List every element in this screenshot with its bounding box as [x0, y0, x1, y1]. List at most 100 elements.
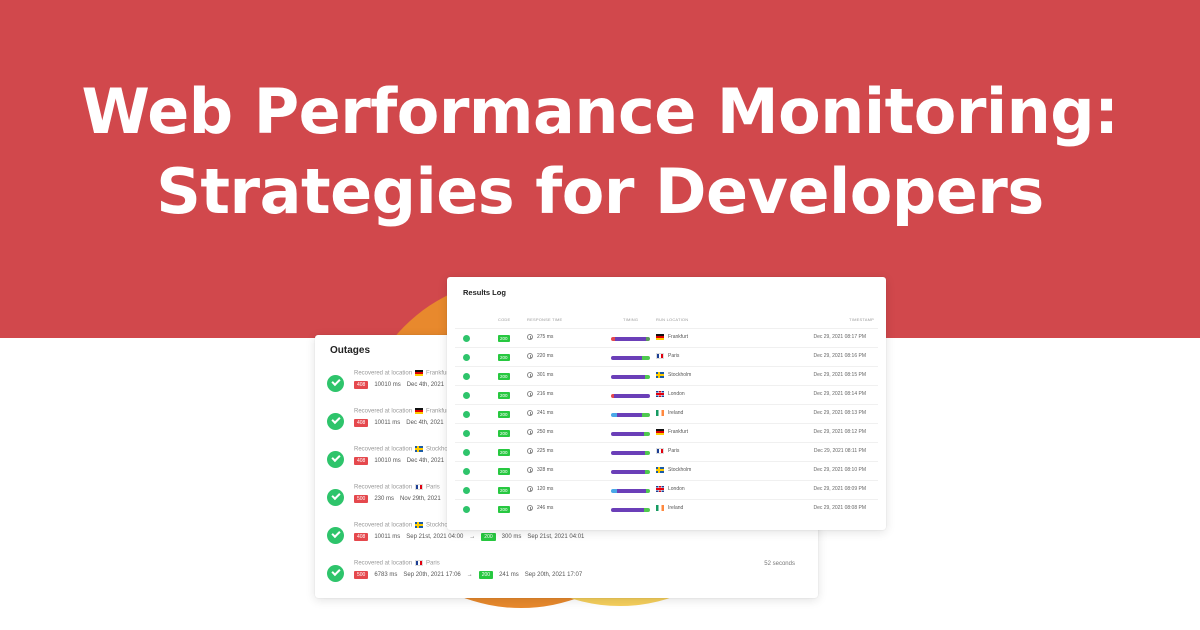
- outage-item[interactable]: Recovered at location Frankfurt 408 10011 m…: [327, 406, 807, 444]
- location-name: Paris: [426, 484, 440, 491]
- failure-date: Dec 4th, 2021: [406, 382, 445, 388]
- error-code-badge: 500: [354, 571, 369, 579]
- timing-segment: [611, 413, 617, 417]
- table-row[interactable]: 200 216 ms London Dec 29, 2021 08:14 PM: [455, 385, 878, 404]
- response-time-value: 275 ms: [537, 334, 554, 340]
- run-location: Frankfurt: [656, 429, 688, 435]
- table-row[interactable]: 200 275 ms Frankfurt Dec 29, 2021 08:17 PM: [455, 328, 878, 347]
- recovered-label: Recovered at location: [354, 370, 413, 377]
- outage-item[interactable]: Recovered at location Paris 500 6783 ms Sep …: [327, 558, 807, 596]
- table-row[interactable]: 200 225 ms Paris Dec 29, 2021 08:11 PM: [455, 442, 878, 461]
- table-row[interactable]: 200 120 ms London Dec 29, 2021 08:09 PM: [455, 480, 878, 499]
- results-log-card: Results Log Code Response Time Timing Ru…: [447, 277, 886, 530]
- timing-segment: [611, 432, 645, 436]
- timing-segment: [616, 489, 647, 493]
- page-title: Web Performance Monitoring: Strategies f…: [0, 72, 1200, 232]
- timestamp: Dec 29, 2021 08:15 PM: [813, 372, 866, 378]
- recovery-response-time: 300 ms: [501, 534, 522, 540]
- timing-segment: [644, 432, 650, 436]
- column-header-timestamp: Timestamp: [849, 317, 874, 322]
- response-time: 241 ms: [527, 410, 553, 416]
- outage-duration: 52 seconds: [764, 561, 795, 567]
- flag-de-icon: [415, 370, 424, 376]
- success-status-icon: [463, 468, 470, 475]
- clock-icon: [527, 505, 533, 511]
- table-row[interactable]: 200 250 ms Frankfurt Dec 29, 2021 08:12 PM: [455, 423, 878, 442]
- status-code-badge: 200: [498, 411, 510, 418]
- recovery-code-badge: 200: [478, 571, 494, 579]
- status-code-badge: 200: [498, 373, 510, 380]
- table-header: Code Response Time Timing Run Location T…: [447, 317, 886, 327]
- recovered-location: Recovered at location Frankfurt: [354, 370, 450, 377]
- failure-response-time: 10011 ms: [374, 534, 401, 540]
- table-row[interactable]: 200 328 ms Stockholm Dec 29, 2021 08:10 PM: [455, 461, 878, 480]
- outage-details: 500 6783 ms Sep 20th, 2021 17:06 → 200 241 ms…: [354, 571, 582, 579]
- title-line-1: Web Performance Monitoring:: [81, 75, 1119, 148]
- timestamp: Dec 29, 2021 08:10 PM: [813, 467, 866, 473]
- flag-de-icon: [415, 408, 424, 414]
- location-name: London: [668, 486, 685, 492]
- recovered-label: Recovered at location: [354, 560, 413, 567]
- outage-details: 408 10010 ms Dec 4th, 2021: [354, 457, 444, 465]
- timestamp: Dec 29, 2021 08:14 PM: [813, 391, 866, 397]
- timing-segment: [645, 451, 650, 455]
- check-circle-icon: [327, 527, 344, 544]
- timing-segment: [611, 394, 615, 398]
- error-code-badge: 500: [354, 495, 369, 503]
- failure-response-time: 6783 ms: [374, 572, 398, 578]
- success-status-icon: [463, 430, 470, 437]
- table-row[interactable]: 200 241 ms Ireland Dec 29, 2021 08:13 PM: [455, 404, 878, 423]
- timing-segment: [611, 451, 646, 455]
- arrow-right-icon: →: [466, 572, 473, 578]
- failure-date: Dec 4th, 2021: [406, 458, 445, 464]
- flag-de-icon: [656, 334, 664, 340]
- location-name: Stockholm: [668, 372, 692, 378]
- location-name: Paris: [426, 560, 440, 567]
- outage-item[interactable]: Recovered at location Frankfurt 408 10010 m…: [327, 368, 807, 406]
- response-time: 220 ms: [527, 353, 553, 359]
- clock-icon: [527, 486, 533, 492]
- status-code-badge: 200: [498, 487, 510, 494]
- table-row[interactable]: 200 301 ms Stockholm Dec 29, 2021 08:15 PM: [455, 366, 878, 385]
- outage-item[interactable]: Recovered at location Stockholm 408 10010 m…: [327, 444, 807, 482]
- clock-icon: [527, 410, 533, 416]
- error-code-badge: 408: [354, 381, 369, 389]
- recovery-code-badge: 200: [481, 533, 496, 541]
- timing-bar: [611, 337, 650, 341]
- arrow-right-icon: →: [469, 534, 476, 540]
- check-circle-icon: [327, 375, 344, 392]
- response-time: 120 ms: [527, 486, 553, 492]
- title-line-2: Strategies for Developers: [156, 155, 1044, 228]
- timing-segment: [611, 337, 615, 341]
- timing-segment: [611, 356, 643, 360]
- run-location: Frankfurt: [656, 334, 688, 340]
- response-time-value: 225 ms: [537, 448, 554, 454]
- outage-details: 408 10011 ms Sep 21st, 2021 04:00 → 200 300 m…: [354, 533, 584, 541]
- timing-segment: [614, 394, 650, 398]
- column-header-code: Code: [498, 317, 511, 322]
- timing-bar: [611, 413, 650, 417]
- response-time: 328 ms: [527, 467, 553, 473]
- clock-icon: [527, 334, 533, 340]
- table-row[interactable]: 200 246 ms Ireland Dec 29, 2021 08:08 PM: [455, 499, 878, 518]
- location-name: London: [668, 391, 685, 397]
- failure-date: Dec 4th, 2021: [406, 420, 444, 426]
- outage-item[interactable]: Recovered at location Paris 500 230 ms Nov 2…: [327, 482, 807, 520]
- location-name: Frankfurt: [668, 429, 689, 435]
- recovered-label: Recovered at location: [354, 408, 413, 415]
- failure-date: Nov 29th, 2021: [400, 496, 441, 502]
- timing-segment: [645, 375, 650, 379]
- recovered-location: Recovered at location Stockholm: [354, 522, 454, 529]
- recovered-label: Recovered at location: [354, 446, 413, 453]
- recovered-label: Recovered at location: [354, 484, 413, 491]
- response-time: 246 ms: [527, 505, 553, 511]
- timing-bar: [611, 356, 650, 360]
- response-time-value: 250 ms: [537, 429, 554, 435]
- flag-fr-icon: [656, 448, 664, 454]
- timestamp: Dec 29, 2021 08:17 PM: [813, 334, 866, 340]
- table-row[interactable]: 200 220 ms Paris Dec 29, 2021 08:16 PM: [455, 347, 878, 366]
- timing-segment: [611, 489, 617, 493]
- error-code-badge: 408: [354, 419, 369, 427]
- timestamp: Dec 29, 2021 08:09 PM: [813, 486, 866, 492]
- location-name: Paris: [668, 353, 680, 359]
